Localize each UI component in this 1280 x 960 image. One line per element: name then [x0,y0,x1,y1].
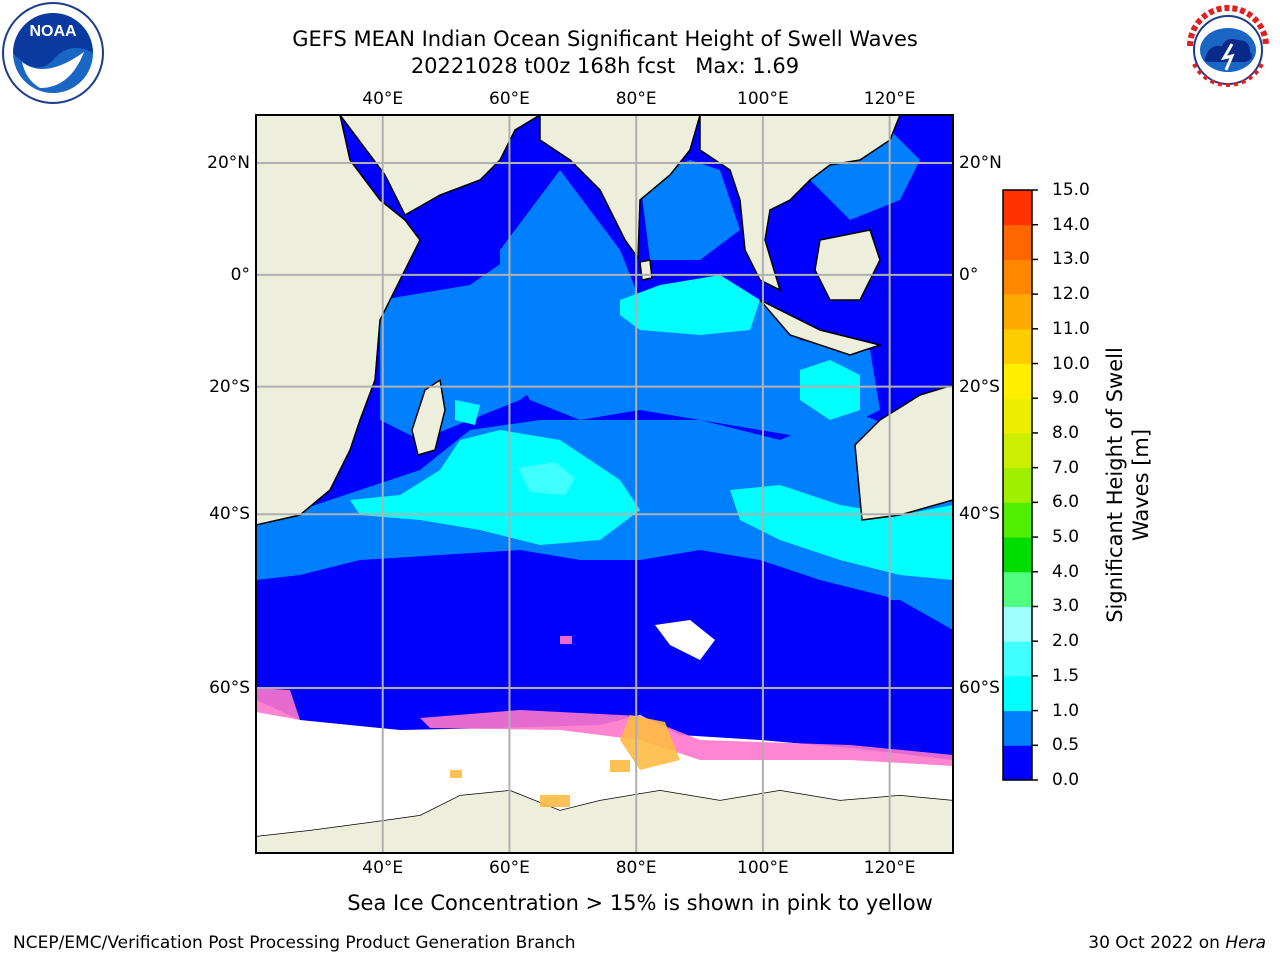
lat-tick-label-right: 60°S [959,678,1000,699]
lon-tick-label-top: 40°E [362,89,404,109]
colorbar-tick-label: 7.0 [1052,457,1080,478]
colorbar-tick-label: 12.0 [1052,284,1090,305]
lat-tick-label-left: 20°S [209,376,250,397]
colorbar-tick-label: 5.0 [1052,527,1080,548]
colorbar-tick-label: 3.0 [1052,596,1080,617]
lat-tick-label-left: 60°S [209,678,250,699]
lon-tick-label-bottom: 40°E [362,858,404,878]
footer-date-text: 30 Oct 2022 on [1088,933,1226,953]
island-white [655,620,715,660]
colorbar [1003,190,1032,781]
noaa-logo: NOAA [2,2,104,104]
colorbar-cell [1003,259,1032,295]
colorbar-cell [1003,328,1032,365]
lon-tick-label-top: 120°E [863,89,916,109]
colorbar-tick-label: 9.0 [1052,388,1080,409]
colorbar-tick-label: 6.0 [1052,492,1080,513]
lon-tick-label-bottom: 120°E [863,858,916,878]
land-masses [256,115,953,853]
colorbar-title-line2: Waves [m] [1129,428,1153,542]
colorbar-tick-label: 11.0 [1052,318,1090,339]
sea-ice-zone [256,700,953,836]
lat-tick-label-right: 20°S [959,376,1000,397]
sea-ice-high-concentration [450,715,680,807]
colorbar-cell [1003,432,1032,469]
colorbar-cell [1003,502,1032,538]
colorbar-cell [1003,606,1032,642]
colorbar-tick-label: 10.0 [1052,353,1090,374]
lon-tick-label-top: 60°E [489,89,530,109]
map-frame [255,114,954,854]
colorbar-tick-label: 13.0 [1052,249,1090,270]
colorbar-title-line1: Significant Height of Swell [1103,347,1127,623]
colorbar-cell [1003,294,1032,330]
sea-ice-concentration [256,636,953,766]
colorbar-cell [1003,537,1032,573]
colorbar-title: Significant Height of Swell Waves [m] [1102,347,1154,623]
sea-ice-caption: Sea Ice Concentration > 15% is shown in … [347,891,933,915]
lon-tick-label-bottom: 100°E [737,858,789,878]
colorbar-frame [1002,189,1033,781]
colorbar-tick-label: 8.0 [1052,422,1080,443]
footer-machine: Hera [1225,933,1266,953]
lat-tick-label-right: 20°N [959,153,1002,173]
colorbar-cell [1003,398,1032,434]
lon-tick-label-bottom: 80°E [615,858,657,878]
colorbar-tick-label: 15.0 [1052,180,1090,200]
swell-band-1.0-1.5m [350,275,953,580]
colorbar-cell [1003,467,1032,503]
colorbar-tick-label: 0.0 [1052,770,1080,790]
lat-tick-label-left: 20°N [207,153,250,173]
swell-band-1.5-2.0m [518,462,575,495]
colorbar-cell [1003,675,1032,712]
colorbar-tick-label: 2.0 [1052,631,1080,652]
chart-subtitle: 20221028 t00z 168h fcst Max: 1.69 [410,54,800,78]
colorbar-tick-label: 1.5 [1052,665,1080,686]
svg-text:NOAA: NOAA [29,23,77,40]
colorbar-cell [1003,190,1032,226]
lon-tick-label-top: 100°E [737,89,789,109]
colorbar-cell [1003,710,1032,746]
colorbar-cell [1003,571,1032,607]
colorbar-cell [1003,363,1032,399]
colorbar-cell [1003,224,1032,260]
lon-tick-label-top: 80°E [615,89,657,109]
lat-tick-label-left: 40°S [209,504,250,525]
colorbar-cell [1003,745,1032,781]
lat-tick-label-right: 40°S [959,504,1000,525]
footer-date: 30 Oct 2022 on Hera [1088,933,1266,953]
chart-title: GEFS MEAN Indian Ocean Significant Heigh… [292,27,918,51]
colorbar-cell [1003,641,1032,677]
lon-tick-label-bottom: 60°E [489,858,530,878]
colorbar-tick-label: 4.0 [1052,561,1080,582]
lat-tick-label-left: 0° [230,264,250,285]
footer-organization: NCEP/EMC/Verification Post Processing Pr… [13,933,576,953]
national-weather-service-logo [1181,3,1275,97]
lat-tick-label-right: 0° [959,264,979,285]
colorbar-tick-label: 1.0 [1052,700,1080,721]
colorbar-tick-label: 14.0 [1052,214,1090,235]
colorbar-tick-label: 0.5 [1052,735,1080,756]
